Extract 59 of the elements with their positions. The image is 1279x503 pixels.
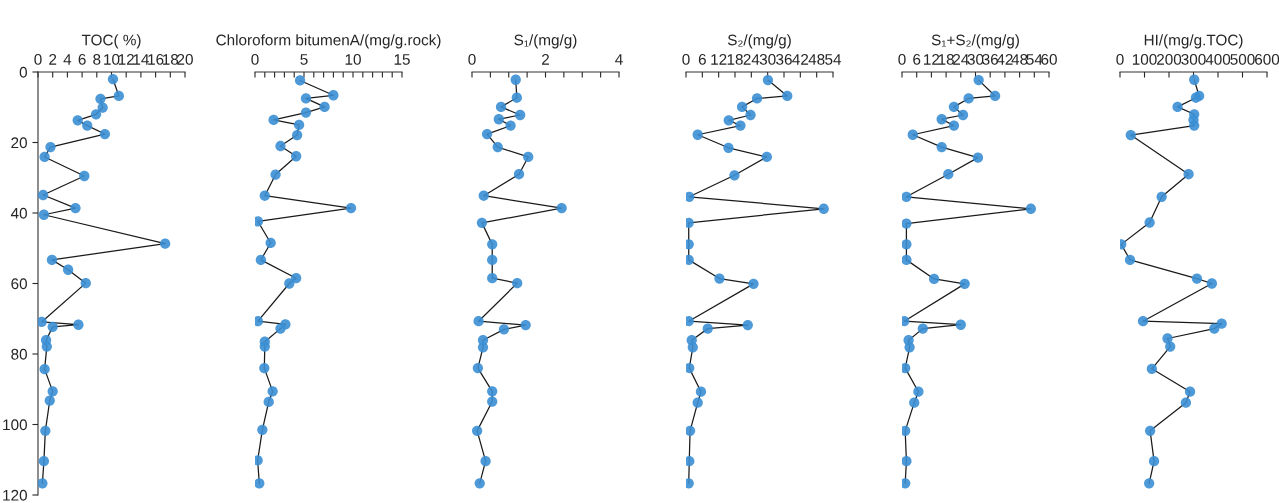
x-tick-label: 30 bbox=[759, 54, 776, 65]
x-tick-label: 5 bbox=[300, 54, 308, 65]
x-tick-label: 0 bbox=[468, 54, 476, 65]
x-tick-label: 48 bbox=[1011, 54, 1028, 65]
y-tick-label: 20 bbox=[11, 137, 27, 149]
x-tick-label: 48 bbox=[808, 54, 825, 65]
x-tick-label: 36 bbox=[776, 54, 792, 65]
x-tick-label: 400 bbox=[1205, 54, 1231, 65]
x-tick-label: 36 bbox=[982, 54, 999, 65]
x-tick-label: 14 bbox=[133, 54, 149, 65]
x-tick-label: 12 bbox=[924, 54, 940, 65]
y-tick-label: 80 bbox=[11, 348, 27, 360]
x-tick-label: 20 bbox=[177, 54, 193, 65]
x-tick-label: 0 bbox=[251, 54, 259, 65]
x-axis-title: S₁/(mg/g) bbox=[514, 34, 577, 49]
x-tick-label: 0 bbox=[898, 54, 906, 65]
x-tick-label: 18 bbox=[727, 54, 743, 65]
x-tick-label: 0 bbox=[682, 54, 690, 65]
x-tick-label: 18 bbox=[162, 54, 179, 65]
x-tick-label: 42 bbox=[792, 54, 809, 65]
x-tick-label: 500 bbox=[1230, 54, 1255, 65]
x-tick-label: 2 bbox=[542, 54, 549, 65]
x-tick-label: 30 bbox=[967, 54, 984, 65]
x-tick-label: 600 bbox=[1255, 54, 1279, 65]
x-tick-label: 24 bbox=[953, 54, 969, 65]
x-tick-label: 54 bbox=[1026, 54, 1043, 65]
x-tick-label: 4 bbox=[615, 54, 623, 65]
y-tick-label: 60 bbox=[11, 278, 27, 290]
x-axis-title: S₂/(mg/g) bbox=[727, 34, 791, 49]
x-axis-title: HI/(mg/g.TOC) bbox=[1144, 34, 1243, 49]
x-tick-label: 10 bbox=[104, 54, 120, 65]
x-tick-label: 15 bbox=[394, 54, 410, 65]
x-tick-label: 0 bbox=[1116, 54, 1124, 65]
x-tick-label: 54 bbox=[825, 54, 842, 65]
x-tick-label: 300 bbox=[1181, 54, 1206, 65]
y-tick-label: 100 bbox=[3, 419, 27, 431]
x-tick-label: 10 bbox=[345, 54, 361, 65]
x-axis-title: S₁+S₂/(mg/g) bbox=[931, 34, 1019, 49]
x-tick-label: 200 bbox=[1157, 54, 1182, 65]
x-tick-label: 2 bbox=[49, 54, 57, 65]
x-tick-label: 6 bbox=[698, 54, 706, 65]
x-axis-title: Chloroform bitumenA/(mg/g.rock) bbox=[216, 34, 441, 49]
x-tick-label: 42 bbox=[996, 54, 1013, 65]
x-tick-label: 60 bbox=[1041, 54, 1057, 65]
x-tick-label: 6 bbox=[913, 54, 921, 65]
x-tick-label: 16 bbox=[148, 54, 164, 65]
x-tick-label: 100 bbox=[1132, 54, 1157, 65]
x-tick-label: 12 bbox=[711, 54, 727, 65]
x-tick-label: 6 bbox=[78, 54, 86, 65]
x-tick-label: 18 bbox=[938, 54, 954, 65]
y-tick-label: 40 bbox=[10, 207, 27, 219]
x-tick-label: 12 bbox=[118, 54, 134, 65]
x-tick-label: 4 bbox=[63, 54, 72, 65]
x-axis-title: TOC( %) bbox=[81, 34, 141, 49]
x-tick-label: 8 bbox=[93, 54, 101, 65]
y-tick-label: 120 bbox=[3, 489, 27, 501]
x-tick-label: 24 bbox=[743, 54, 760, 65]
x-tick-label: 0 bbox=[34, 54, 42, 65]
y-tick-label: 0 bbox=[19, 66, 27, 78]
